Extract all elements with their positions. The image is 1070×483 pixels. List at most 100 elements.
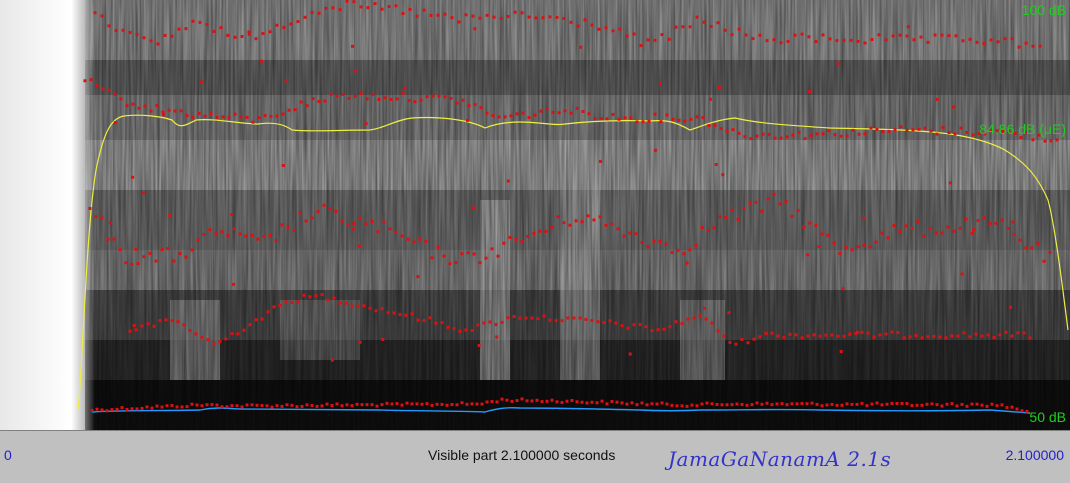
formant-dot <box>308 295 312 299</box>
formant-dot <box>215 115 219 119</box>
formant-dot <box>690 403 694 407</box>
formant-dot <box>263 114 267 118</box>
formant-dot <box>370 403 374 407</box>
formant-dot <box>286 225 290 229</box>
formant-dot <box>730 33 734 37</box>
formant-dot <box>113 121 117 125</box>
formant-dot <box>196 238 200 242</box>
formant-dot <box>815 132 819 136</box>
formant-dot <box>675 404 679 408</box>
formant-dot <box>527 116 531 120</box>
formant-dot <box>365 97 369 101</box>
formant-dot <box>134 247 138 251</box>
formant-dot <box>161 110 165 114</box>
formant-dot <box>598 159 602 163</box>
formant-dot <box>914 334 918 338</box>
formant-dot <box>694 243 698 247</box>
formant-dot <box>807 35 811 39</box>
formant-dot <box>578 316 582 320</box>
formant-dot <box>101 87 105 91</box>
formant-dot <box>956 334 960 338</box>
formant-dot <box>113 92 117 96</box>
formant-dot <box>448 262 452 266</box>
formant-dot <box>905 128 909 132</box>
formant-dot <box>302 293 306 297</box>
formant-dot <box>508 235 512 239</box>
formant-dot <box>95 407 99 411</box>
spectrogram-canvas[interactable]: 100 dB 84.86 dB (μE) 50 dB <box>0 0 1070 430</box>
formant-dot <box>533 113 537 117</box>
formant-dot <box>413 100 417 104</box>
formant-dots <box>83 0 1059 413</box>
formant-dot <box>530 399 534 403</box>
silence-region <box>0 0 95 430</box>
formant-dot <box>357 244 361 248</box>
formant-dot <box>884 332 888 336</box>
formant-dot <box>518 316 522 320</box>
formant-dot <box>950 402 954 406</box>
formant-dot <box>899 125 903 129</box>
formant-dot <box>317 100 321 104</box>
formant-dot <box>450 16 454 20</box>
formant-dot <box>884 38 888 42</box>
formant-dot <box>247 32 251 36</box>
formant-dot <box>534 16 538 20</box>
formant-dot <box>284 300 288 304</box>
formant-dot <box>702 20 706 24</box>
formant-dot <box>525 399 529 403</box>
formant-dot <box>352 0 356 4</box>
formant-dot <box>202 232 206 236</box>
formant-dot <box>464 13 468 17</box>
formant-dot <box>205 22 209 26</box>
formant-dot <box>599 117 603 121</box>
formant-dot <box>416 275 420 279</box>
formant-dot <box>93 11 97 15</box>
start-time-label: 0 <box>4 447 12 463</box>
formant-dot <box>176 320 180 324</box>
formant-dot <box>170 319 174 323</box>
formant-dot <box>351 44 355 48</box>
formant-dot <box>1018 238 1022 242</box>
formant-dot <box>593 117 597 121</box>
formant-dot <box>964 217 968 221</box>
formant-dot <box>562 16 566 20</box>
formant-dot <box>806 253 810 257</box>
formant-dot <box>365 403 369 407</box>
formant-dot <box>490 247 494 251</box>
formant-dot <box>840 403 844 407</box>
spectrogram-panel[interactable]: 100 dB 84.86 dB (μE) 50 dB <box>0 0 1070 430</box>
formant-dot <box>188 329 192 333</box>
formant-dot <box>455 403 459 407</box>
formant-dot <box>708 97 712 101</box>
formant-dot <box>392 311 396 315</box>
formant-dot <box>282 26 286 30</box>
formant-dot <box>272 305 276 309</box>
formant-dot <box>208 228 212 232</box>
formant-dot <box>152 324 156 328</box>
formant-dot <box>743 135 747 139</box>
formant-dot <box>644 325 648 329</box>
formant-dot <box>383 96 387 100</box>
formant-dot <box>806 334 810 338</box>
formant-dot <box>190 402 194 406</box>
formant-dot <box>440 402 444 406</box>
formant-dot <box>996 40 1000 44</box>
formant-dot <box>247 30 251 34</box>
formant-dot <box>775 402 779 406</box>
formant-dot <box>1013 131 1017 135</box>
formant-dot <box>998 333 1002 337</box>
formant-dot <box>793 33 797 37</box>
formant-dot <box>404 313 408 317</box>
formant-dot <box>960 272 964 276</box>
formant-dot <box>345 0 349 3</box>
formant-dot <box>721 173 725 177</box>
formant-dot <box>653 112 657 116</box>
formant-dot <box>597 27 601 31</box>
formant-dot <box>713 123 717 127</box>
formant-dot <box>915 403 919 407</box>
formant-dot <box>220 405 224 409</box>
formant-dot <box>149 39 153 43</box>
formant-dot <box>839 350 843 354</box>
formant-dot <box>281 112 285 116</box>
formant-dot <box>509 114 513 118</box>
